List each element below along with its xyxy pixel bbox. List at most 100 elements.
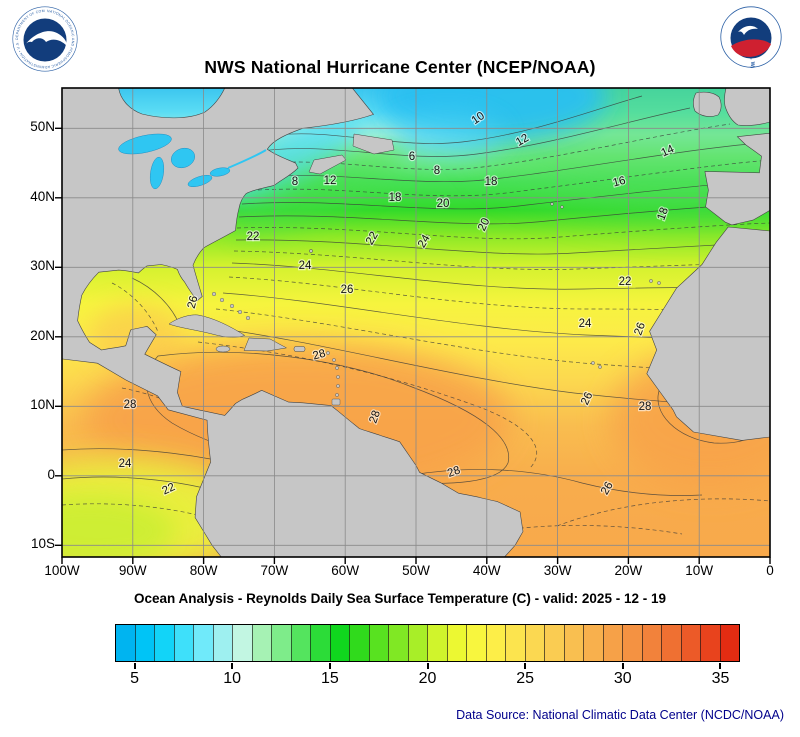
- contour-label: 22: [619, 276, 632, 288]
- colorbar-segment: [134, 625, 154, 661]
- cape-verde-islands: [591, 361, 602, 369]
- lesser-antilles-islands: [326, 351, 341, 406]
- colorbar-tick-label: 30: [613, 670, 632, 687]
- contour-label: 28: [311, 348, 326, 363]
- ireland-landmass: [693, 91, 722, 117]
- lon-tick-label: 20W: [614, 563, 643, 578]
- contour-label: 12: [324, 175, 337, 187]
- colorbar-tick: [719, 663, 722, 669]
- colorbar-tick-label: 15: [320, 670, 339, 687]
- map-caption: Ocean Analysis - Reynolds Daily Sea Surf…: [134, 591, 666, 606]
- colorbar-segment: [116, 625, 135, 661]
- colorbar-segment: [310, 625, 330, 661]
- graticule-grid: [62, 88, 770, 557]
- noaa-logo: NATIONAL OCEANIC AND ATMOSPHERIC ADMINIS…: [10, 3, 78, 72]
- nws-logo: NATIONAL WEATHER SERVICE: [710, 6, 784, 93]
- colorbar-segment: [427, 625, 447, 661]
- lat-tick-label: 30N: [30, 258, 55, 274]
- contour-label: 18: [655, 206, 671, 222]
- colorbar-tick-label: 5: [130, 670, 139, 687]
- contour-label: 28: [446, 464, 462, 480]
- hispaniola-island: [243, 337, 288, 352]
- colorbar-segment: [583, 625, 603, 661]
- colorbar-segment: [407, 625, 427, 661]
- americas-landmass: [62, 88, 524, 557]
- colorbar-tick: [524, 663, 527, 669]
- lon-tick-label: 70W: [260, 563, 289, 578]
- newfoundland-island: [352, 133, 395, 155]
- contour-label: 6: [409, 151, 415, 163]
- azores-islands: [550, 202, 564, 209]
- colorbar-segment: [563, 625, 583, 661]
- colorbar-tick: [231, 663, 234, 669]
- colorbar-segment: [349, 625, 369, 661]
- lon-tick-label: 60W: [331, 563, 360, 578]
- colorbar-segment: [368, 625, 388, 661]
- colorbar-segment: [505, 625, 525, 661]
- colorbar-segment: [446, 625, 466, 661]
- colorbar-segment: [680, 625, 700, 661]
- contour-label: 24: [299, 260, 312, 272]
- iberia-france-landmass: [704, 132, 770, 226]
- landmass-layer: [62, 88, 770, 557]
- contour-label: 24: [579, 318, 592, 330]
- canary-islands: [649, 279, 661, 285]
- colorbar-segment: [719, 625, 739, 661]
- colorbar-tick-label: 35: [711, 670, 730, 687]
- lon-tick-label: 10W: [685, 563, 714, 578]
- colorbar-segment: [641, 625, 661, 661]
- lon-tick-label: 40W: [472, 563, 501, 578]
- bermuda-island: [309, 249, 313, 253]
- contour-label: 28: [367, 409, 383, 425]
- contour-label: 18: [389, 192, 402, 204]
- lat-tick-label: 10S: [30, 536, 55, 552]
- contour-label: 28: [124, 399, 137, 411]
- colorbar-segment: [290, 625, 310, 661]
- colorbar-segment: [251, 625, 271, 661]
- colorbar-segments: [116, 625, 739, 661]
- axis-tick-marks: [55, 127, 771, 564]
- colorbar-segment: [154, 625, 174, 661]
- lat-tick-label: 0: [47, 466, 55, 482]
- data-source: Data Source: National Climatic Data Cent…: [456, 708, 784, 722]
- colorbar-segment: [212, 625, 232, 661]
- contour-label: 18: [485, 176, 498, 188]
- lat-tick-label: 40N: [30, 188, 55, 204]
- colorbar-segment: [271, 625, 291, 661]
- great-lakes: [118, 133, 267, 190]
- colorbar-segment: [232, 625, 252, 661]
- colorbar-tick-label: 25: [516, 670, 535, 687]
- contour-label: 28: [639, 401, 652, 413]
- contour-label: 26: [341, 284, 354, 296]
- colorbar-segment: [193, 625, 213, 661]
- colorbar-tick-label: 20: [418, 670, 437, 687]
- nws-gull-icon: [738, 25, 758, 35]
- lon-tick-label: 50W: [402, 563, 430, 578]
- st-lawrence-river: [227, 149, 267, 169]
- noaa-gull-icon: [25, 31, 67, 46]
- contour-label: 22: [247, 231, 260, 243]
- colorbar-segment: [388, 625, 408, 661]
- lon-tick-label: 90W: [118, 563, 147, 578]
- noaa-logo-icon: NATIONAL OCEANIC AND ATMOSPHERIC ADMINIS…: [10, 3, 78, 72]
- colorbar-segment: [524, 625, 544, 661]
- nova-scotia: [308, 154, 347, 175]
- cuba-island: [168, 314, 246, 338]
- bahamas-islands: [211, 291, 250, 320]
- contour-label: 26: [632, 321, 648, 337]
- colorbar-tick: [328, 663, 331, 669]
- jamaica-island: [215, 345, 231, 353]
- page-title: NWS National Hurricane Center (NCEP/NOAA…: [204, 57, 596, 77]
- puerto-rico-island: [293, 346, 306, 352]
- colorbar-segment: [602, 625, 622, 661]
- colorbar-segment: [173, 625, 193, 661]
- colorbar-tick: [426, 663, 429, 669]
- lon-tick-label: 80W: [189, 563, 218, 578]
- sst-map: 6 8 8 12 10 12 14 16 18 18 18 20 20 22 22 22 24 24 24 26 26 2…: [55, 87, 771, 564]
- lat-tick-label: 10N: [30, 397, 55, 413]
- britain-landmass: [724, 88, 770, 126]
- africa-landmass: [646, 226, 770, 441]
- colorbar-segment: [485, 625, 505, 661]
